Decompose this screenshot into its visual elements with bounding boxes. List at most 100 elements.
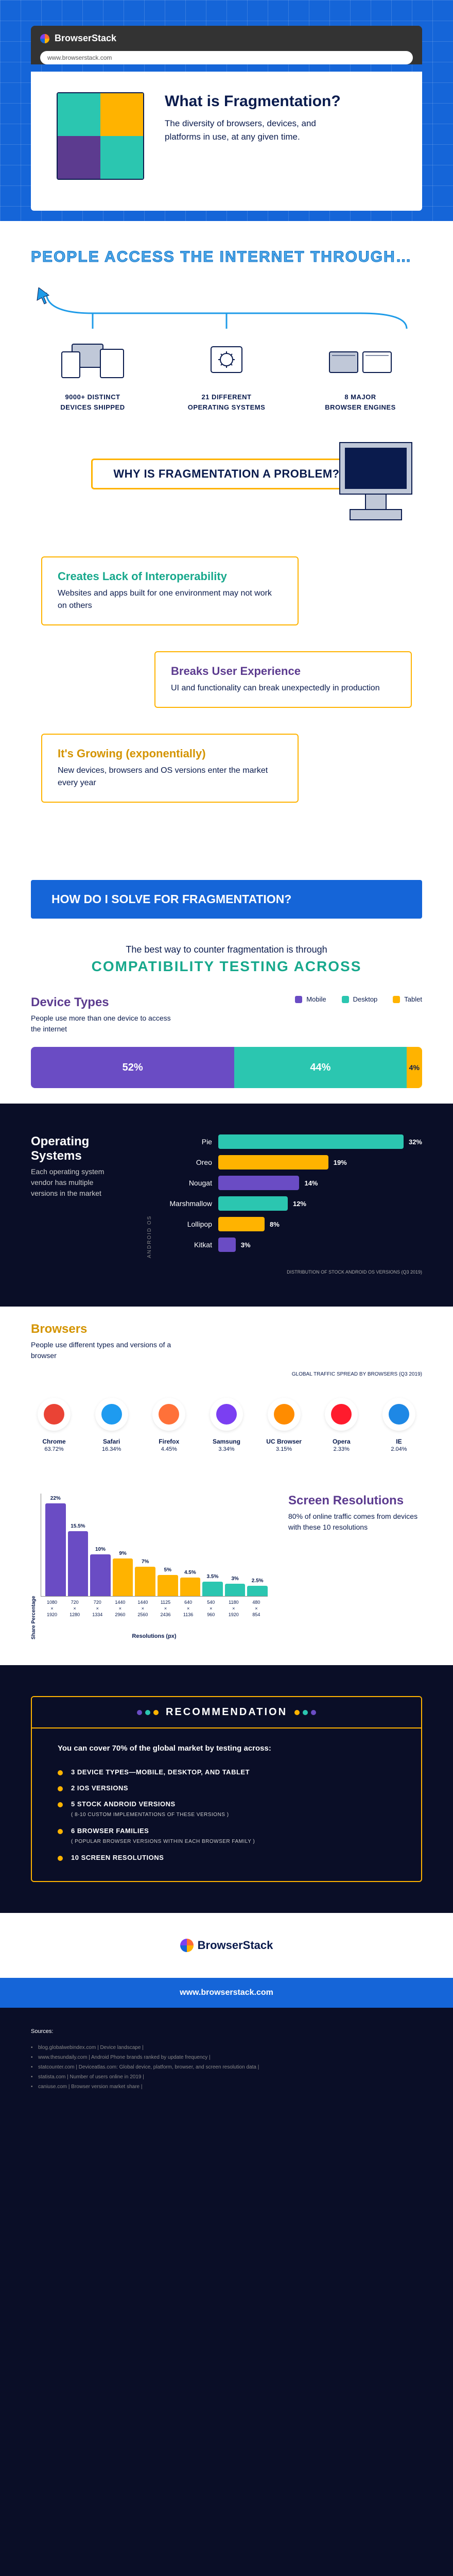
os-bar: [218, 1238, 236, 1252]
res-bars: 22% 15.5% 10% 9% 7% 5% 4.5% 3.5% 3% 2.5%: [41, 1494, 268, 1597]
res-bar-wrap: 3%: [225, 1576, 246, 1597]
access-section: PEOPLE ACCESS THE INTERNET THROUGH… 9000…: [0, 221, 453, 428]
os-label: Marshmallow: [155, 1199, 212, 1208]
device-types-title: Device Types: [31, 995, 175, 1010]
os-value: 3%: [241, 1241, 251, 1249]
res-bar-value: 15.5%: [71, 1523, 85, 1529]
res-xlabel: Resolutions (px): [41, 1633, 268, 1639]
problems-list: Creates Lack of Interoperability Website…: [0, 520, 453, 870]
legend-swatch: [393, 996, 400, 1003]
monitor-icon: [324, 437, 427, 530]
access-item-os: 21 DIFFERENTOPERATING SYSTEMS: [165, 336, 288, 412]
res-bar-wrap: 15.5%: [68, 1523, 89, 1597]
solve-intro-text: The best way to counter fragmentation is…: [31, 944, 422, 955]
browser-icon: [38, 1398, 71, 1431]
rec-item-sub: ( POPULAR BROWSER VERSIONS WITHIN EACH B…: [58, 1839, 395, 1850]
url-bar: www.browserstack.com: [40, 51, 413, 64]
hero-desc: The diversity of browsers, devices, and …: [165, 117, 329, 143]
browsers-title: Browsers: [31, 1322, 422, 1336]
os-value: 12%: [293, 1200, 306, 1208]
connector-line-icon: [31, 287, 422, 329]
browser-name: UC Browser: [261, 1438, 307, 1445]
source-item: caniuse.com | Browser version market sha…: [31, 2082, 422, 2092]
legend-label: Tablet: [404, 995, 422, 1003]
res-bar: [45, 1503, 66, 1596]
browser-item: UC Browser 3.15%: [261, 1398, 307, 1452]
res-bar: [158, 1575, 178, 1596]
os-label: Lollipop: [155, 1220, 212, 1228]
os-row: Kitkat 3%: [155, 1238, 422, 1252]
os-row: Marshmallow 12%: [155, 1196, 422, 1211]
browser-item: Firefox 4.45%: [146, 1398, 192, 1452]
stacked-segment: 44%: [234, 1047, 406, 1088]
res-bar-value: 5%: [164, 1567, 171, 1573]
browserstack-logo-icon: [40, 34, 49, 43]
stacked-segment: 4%: [407, 1047, 422, 1088]
os-label: Kitkat: [155, 1241, 212, 1249]
browsers-row: Chrome 63.72% Safari 16.34% Firefox 4.45…: [31, 1398, 422, 1452]
os-axis-label: ANDROID OS: [147, 1134, 152, 1258]
sources-section: Sources: blog.globalwebindex.com | Devic…: [0, 2008, 453, 2112]
res-bar: [90, 1554, 111, 1597]
os-value: 19%: [334, 1159, 347, 1166]
res-bar-wrap: 5%: [158, 1567, 178, 1596]
browser-share: 16.34%: [89, 1446, 135, 1452]
browser-icon: [382, 1398, 415, 1431]
device-types-section: Device Types People use more than one de…: [0, 980, 453, 1104]
resolutions-section: Share Percentage 22% 15.5% 10% 9% 7% 5% …: [0, 1468, 453, 1665]
res-bar-value: 3%: [231, 1576, 238, 1582]
browser-item: Safari 16.34%: [89, 1398, 135, 1452]
problem-desc: UI and functionality can break unexpecte…: [171, 682, 395, 694]
rec-item-sub: ( 8-10 CUSTOM IMPLEMENTATIONS OF THESE V…: [58, 1812, 395, 1823]
res-bar-wrap: 7%: [135, 1559, 155, 1596]
res-bar-value: 10%: [95, 1547, 106, 1552]
os-label: Nougat: [155, 1179, 212, 1187]
hero-section: BrowserStack www.browserstack.com What i…: [0, 0, 453, 221]
res-bar-label: 1080×1920: [41, 1600, 63, 1618]
res-bar-label: 1440×2560: [131, 1600, 154, 1618]
browsers-section: Browsers People use different types and …: [0, 1307, 453, 1468]
problem-title: It's Growing (exponentially): [58, 747, 282, 760]
problem-heading: WHY IS FRAGMENTATION A PROBLEM?: [91, 459, 361, 489]
os-chart: Pie 32%Oreo 19%Nougat 14%Marshmallow 12%…: [155, 1134, 422, 1258]
browsers-desc: People use different types and versions …: [31, 1340, 175, 1361]
res-bar-value: 3.5%: [207, 1574, 219, 1580]
res-bar: [68, 1531, 89, 1597]
res-bar-wrap: 4.5%: [180, 1570, 201, 1597]
os-bar: [218, 1155, 328, 1170]
browser-item: IE 2.04%: [376, 1398, 422, 1452]
footer-url: www.browserstack.com: [0, 1978, 453, 2008]
hero-title: What is Fragmentation?: [165, 92, 341, 111]
browser-icon: [268, 1398, 301, 1431]
browser-icon: [325, 1398, 358, 1431]
source-item: statista.com | Number of users online in…: [31, 2072, 422, 2082]
os-bar: [218, 1217, 265, 1231]
source-item: statcounter.com | Deviceatlas.com: Globa…: [31, 2062, 422, 2072]
os-bar: [218, 1134, 404, 1149]
os-desc: Each operating system vendor has multipl…: [31, 1166, 121, 1199]
device-stacked-bar: 52%44%4%: [31, 1047, 422, 1088]
devices-icon: [31, 336, 154, 383]
brand-name: BrowserStack: [55, 33, 116, 44]
legend-item: Mobile: [295, 995, 326, 1003]
access-heading: PEOPLE ACCESS THE INTERNET THROUGH…: [31, 247, 422, 267]
os-bar: [218, 1196, 288, 1211]
browser-name: IE: [376, 1438, 422, 1445]
access-label-2b: OPERATING SYSTEMS: [188, 403, 266, 411]
recommendation-section: RECOMMENDATION You can cover 70% of the …: [0, 1665, 453, 1913]
os-value: 32%: [409, 1138, 422, 1146]
sources-title: Sources:: [31, 2028, 422, 2035]
browser-item: Opera 2.33%: [318, 1398, 364, 1452]
rec-list: 3 DEVICE TYPES—MOBILE, DESKTOP, AND TABL…: [58, 1764, 395, 1866]
solve-banner: HOW DO I SOLVE FOR FRAGMENTATION?: [31, 880, 422, 919]
os-value: 8%: [270, 1221, 280, 1228]
browser-share: 2.33%: [318, 1446, 364, 1452]
res-bar-label: 720×1334: [86, 1600, 109, 1618]
res-desc: 80% of online traffic comes from devices…: [288, 1511, 422, 1533]
res-bar: [113, 1558, 133, 1597]
engines-icon: [299, 336, 422, 383]
footer-brand-name: BrowserStack: [198, 1939, 273, 1952]
res-bar: [180, 1578, 201, 1597]
rec-item: 10 SCREEN RESOLUTIONS: [58, 1850, 395, 1866]
res-bar-wrap: 2.5%: [247, 1578, 268, 1596]
